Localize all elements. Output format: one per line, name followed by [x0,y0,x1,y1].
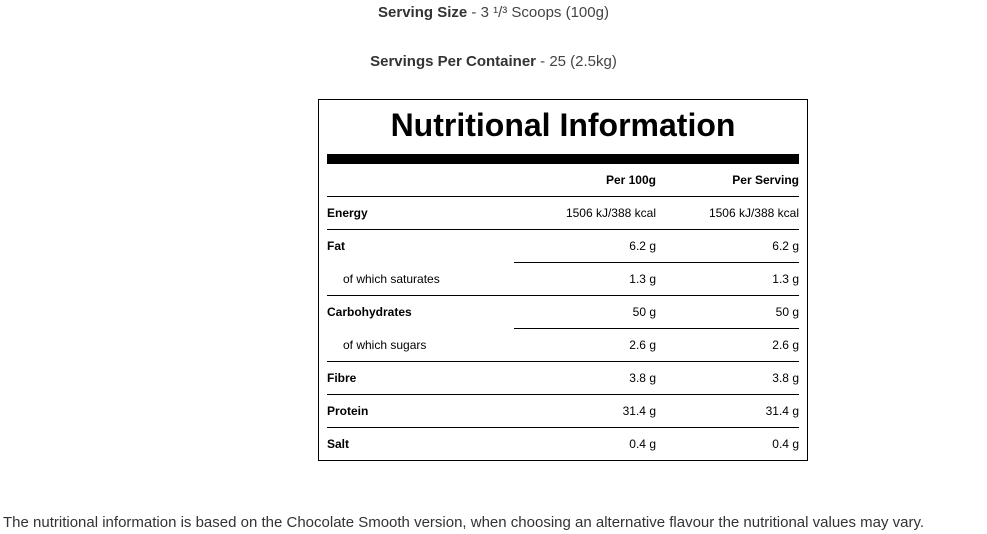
serving-size-label: Serving Size [378,4,468,21]
servings-per-container-value: - 25 (2.5kg) [536,53,617,70]
divider-bar [327,154,799,164]
servings-per-container: Servings Per Container - 25 (2.5kg) [0,53,987,70]
nutrition-table: Per 100g Per Serving Energy 1506 kJ/388 kc… [327,164,799,460]
per-serving-value: 0.4 g [772,437,799,451]
per-100g-value: 0.4 g [629,437,656,451]
nutrient-name: Salt [327,437,350,451]
table-row: of which sugars 2.6 g 2.6 g [327,328,799,362]
nutrient-name: Energy [327,196,514,230]
per-serving-value: 31.4 g [656,394,799,428]
nutrient-name: of which sugars [327,328,514,362]
per-100g-value: 31.4 g [514,394,656,428]
nutrition-panel: Nutritional Information Per 100g Per Serv… [318,99,808,461]
per-serving-value: 1506 kJ/388 kcal [656,196,799,230]
per-100g-value: 1506 kJ/388 kcal [514,196,656,230]
header-nutrient [327,164,514,197]
per-serving-value: 6.2 g [656,229,799,263]
table-header-row: Per 100g Per Serving [327,164,799,197]
nutrition-title: Nutritional Information [390,107,736,143]
per-100g-value: 2.6 g [514,328,656,362]
table-row: Salt 0.4 g 0.4 g [327,428,799,461]
nutrient-name: Protein [327,394,514,428]
serving-size: Serving Size - 3 ¹/³ Scoops (100g) [0,4,987,21]
table-row: Energy 1506 kJ/388 kcal 1506 kJ/388 kcal [327,196,799,230]
table-row: Fat 6.2 g 6.2 g [327,229,799,263]
per-serving-value: 50 g [656,295,799,329]
per-100g-value: 50 g [514,295,656,329]
per-100g-value: 1.3 g [514,262,656,296]
servings-per-container-label: Servings Per Container [370,53,536,70]
per-100g-value: 6.2 g [514,229,656,263]
nutrient-name: Fat [327,239,345,254]
per-100g-value: 3.8 g [514,361,656,395]
header-per-serving: Per Serving [656,164,799,197]
nutrient-name: Carbohydrates [327,305,412,320]
table-row: Fibre 3.8 g 3.8 g [327,361,799,395]
table-row: Carbohydrates 50 g 50 g [327,295,799,329]
per-serving-value: 3.8 g [656,361,799,395]
nutrient-name: Fibre [327,361,514,395]
per-serving-value: 2.6 g [656,328,799,362]
nutrient-name: of which saturates [327,262,514,296]
table-row: Protein 31.4 g 31.4 g [327,394,799,428]
per-serving-value: 1.3 g [656,262,799,296]
footnote: The nutritional information is based on … [3,514,925,531]
serving-size-value: - 3 ¹/³ Scoops (100g) [467,4,609,21]
table-row: of which saturates 1.3 g 1.3 g [327,262,799,296]
header-per-100g: Per 100g [514,164,656,197]
